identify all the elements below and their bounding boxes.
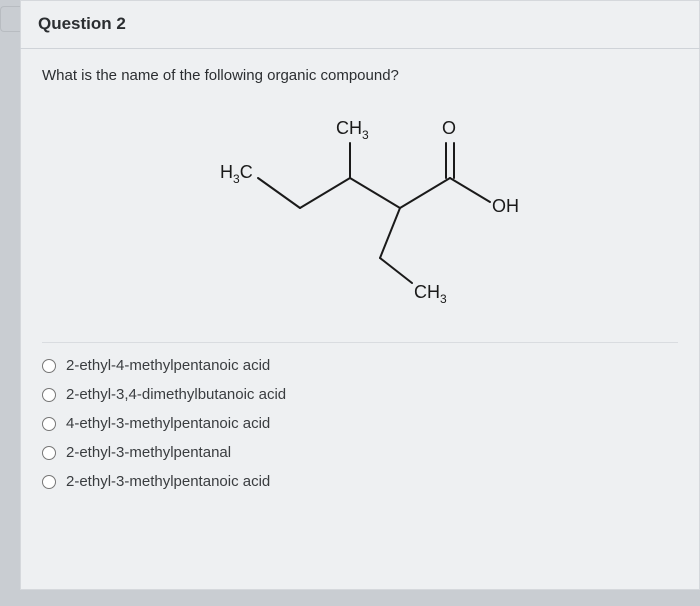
molecule-svg: H3C CH3 O OH CH3	[180, 98, 540, 328]
side-tab	[0, 6, 20, 32]
label-ch3-top: CH3	[336, 118, 369, 142]
option-row[interactable]: 2-ethyl-3,4-dimethylbutanoic acid	[42, 380, 678, 409]
structure-figure: H3C CH3 O OH CH3	[42, 92, 678, 342]
option-row[interactable]: 2-ethyl-3-methylpentanoic acid	[42, 467, 678, 496]
label-o: O	[442, 118, 456, 138]
option-row[interactable]: 2-ethyl-4-methylpentanoic acid	[42, 351, 678, 380]
question-body: What is the name of the following organi…	[20, 49, 700, 506]
option-label: 2-ethyl-4-methylpentanoic acid	[66, 357, 270, 374]
option-radio[interactable]	[42, 475, 56, 489]
question-header: Question 2	[20, 0, 700, 49]
label-oh: OH	[492, 196, 519, 216]
option-label: 2-ethyl-3-methylpentanal	[66, 444, 231, 461]
question-number: Question 2	[38, 14, 126, 33]
label-ch3-bottom: CH3	[414, 282, 447, 306]
answer-options: 2-ethyl-4-methylpentanoic acid 2-ethyl-3…	[42, 342, 678, 496]
option-radio[interactable]	[42, 417, 56, 431]
option-row[interactable]: 4-ethyl-3-methylpentanoic acid	[42, 409, 678, 438]
option-label: 2-ethyl-3,4-dimethylbutanoic acid	[66, 386, 286, 403]
question-prompt: What is the name of the following organi…	[42, 67, 678, 84]
question-card: Question 2 What is the name of the follo…	[20, 0, 700, 590]
option-radio[interactable]	[42, 446, 56, 460]
label-h3c: H3C	[220, 162, 253, 186]
option-radio[interactable]	[42, 388, 56, 402]
option-label: 2-ethyl-3-methylpentanoic acid	[66, 473, 270, 490]
option-radio[interactable]	[42, 359, 56, 373]
option-label: 4-ethyl-3-methylpentanoic acid	[66, 415, 270, 432]
option-row[interactable]: 2-ethyl-3-methylpentanal	[42, 438, 678, 467]
